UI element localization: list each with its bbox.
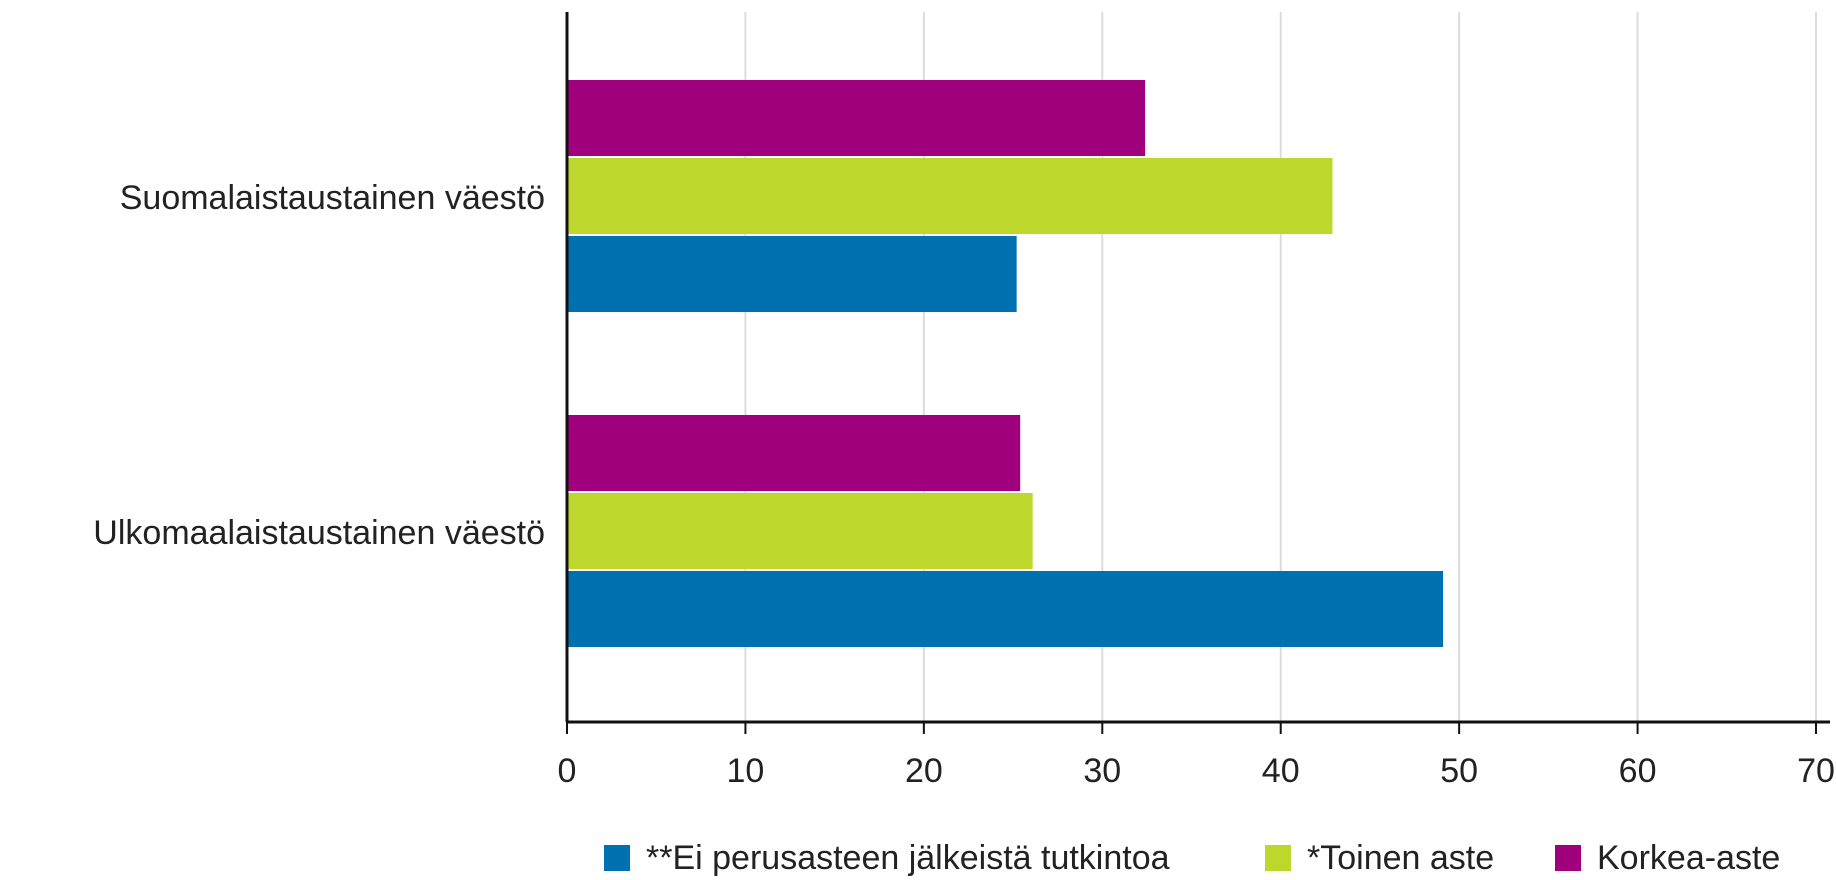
legend-label: **Ei perusasteen jälkeistä tutkintoa bbox=[646, 839, 1170, 877]
category-label: Ulkomaalaistaustainen väestö bbox=[93, 514, 545, 552]
x-tick-label: 50 bbox=[1440, 752, 1478, 790]
bar bbox=[567, 493, 1033, 569]
legend: **Ei perusasteen jälkeistä tutkintoa *Toi… bbox=[604, 839, 1780, 877]
bar bbox=[567, 236, 1017, 312]
legend-item: **Ei perusasteen jälkeistä tutkintoa bbox=[604, 839, 1170, 877]
legend-swatch bbox=[1555, 845, 1581, 871]
legend-item: *Toinen aste bbox=[1265, 839, 1494, 877]
legend-label: *Toinen aste bbox=[1307, 839, 1494, 877]
x-tick-label: 70 bbox=[1797, 752, 1835, 790]
x-tick-label: 60 bbox=[1619, 752, 1657, 790]
x-tick-label: 30 bbox=[1083, 752, 1121, 790]
x-tick-label: 20 bbox=[905, 752, 943, 790]
x-tick-label: 40 bbox=[1262, 752, 1300, 790]
legend-label: Korkea-aste bbox=[1597, 839, 1780, 877]
x-axis-ticks: 0 10 20 30 40 50 60 70 bbox=[558, 722, 1835, 790]
bars bbox=[567, 80, 1444, 647]
bar bbox=[567, 571, 1444, 647]
axes bbox=[565, 12, 1830, 724]
legend-item: Korkea-aste bbox=[1555, 839, 1780, 877]
x-tick-label: 10 bbox=[727, 752, 765, 790]
legend-swatch bbox=[604, 845, 630, 871]
category-label: Suomalaistaustainen väestö bbox=[120, 179, 545, 217]
legend-swatch bbox=[1265, 845, 1291, 871]
bar bbox=[567, 415, 1021, 491]
bar bbox=[567, 158, 1333, 234]
category-labels: Suomalaistaustainen väestö Ulkomaalaistau… bbox=[93, 179, 545, 552]
bar bbox=[567, 80, 1146, 156]
x-tick-label: 0 bbox=[558, 752, 577, 790]
